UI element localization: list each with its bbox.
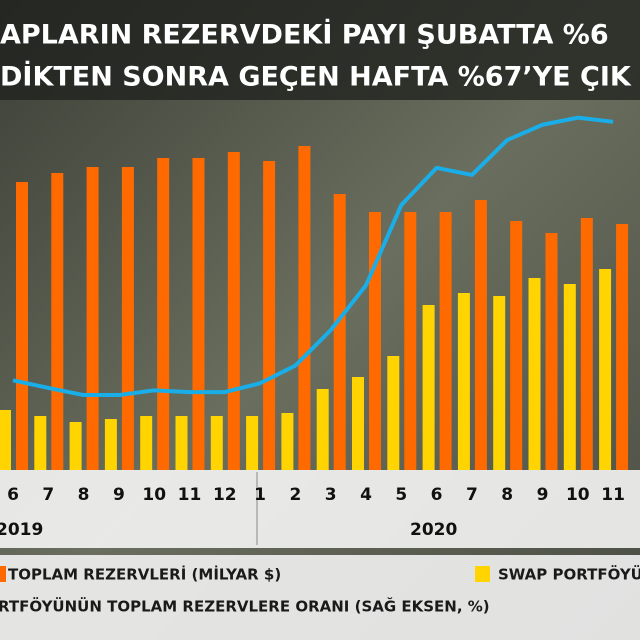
bar	[246, 416, 259, 470]
x-tick-label: 9	[537, 485, 549, 505]
bar	[104, 419, 117, 470]
x-tick-label: 4	[360, 485, 372, 505]
bar	[599, 269, 612, 470]
bar	[457, 293, 470, 470]
bar	[86, 167, 99, 470]
x-tick-label: 10	[142, 485, 166, 505]
bar	[616, 224, 629, 470]
bar	[528, 278, 541, 470]
bar	[16, 182, 28, 470]
bar	[175, 416, 188, 470]
x-tick-label: 11	[601, 485, 625, 505]
title-line: APLARIN REZERVDEKİ PAYI ŞUBATTA %6	[0, 19, 609, 51]
bar	[422, 305, 435, 470]
bar	[474, 200, 487, 470]
bar	[563, 284, 576, 470]
legend-band	[0, 555, 640, 640]
x-tick-label: 10	[566, 485, 590, 505]
legend-label: TOPLAM REZERVLERİ (MİLYAR $)	[8, 565, 281, 584]
bar	[157, 158, 170, 470]
x-tick-label: 6	[7, 485, 19, 505]
x-tick-label: 8	[501, 485, 513, 505]
bar	[439, 212, 452, 470]
bar	[352, 377, 364, 470]
legend-label: SWAP PORTFÖYÜ	[498, 565, 640, 584]
bar	[333, 194, 346, 470]
x-tick-label: 12	[213, 485, 237, 505]
x-tick-label: 8	[78, 485, 90, 505]
bar	[316, 389, 329, 470]
plot: 6 7 8 9 10 11 12 1 2 3 4 5 6 7 8 9 10 11	[0, 115, 629, 505]
bar	[192, 158, 205, 470]
ratio-line	[12, 115, 614, 398]
title-line: DİKTEN SONRA GEÇEN HAFTA %67’YE ÇIK	[0, 61, 632, 93]
bar	[545, 233, 558, 470]
year-label: 2020	[410, 520, 457, 540]
title-band	[0, 0, 640, 100]
bar	[34, 416, 47, 470]
x-tick-label: 6	[431, 485, 443, 505]
x-tick-label: 11	[178, 485, 202, 505]
x-tick-label: 2	[289, 485, 301, 505]
bar	[493, 296, 506, 470]
bar	[281, 413, 294, 470]
bar	[0, 410, 11, 470]
bar	[387, 356, 400, 470]
legend: TOPLAM REZERVLERİ (MİLYAR $) SWAP PORTFÖY…	[0, 565, 640, 616]
legend-swatch	[0, 566, 6, 582]
bar	[580, 218, 593, 470]
x-tick-label: 7	[466, 485, 478, 505]
bar	[121, 167, 134, 470]
legend-label: RTFÖYÜNÜN TOPLAM REZERVLERE ORANI (SAĞ E…	[0, 597, 490, 616]
bar	[404, 212, 417, 470]
x-tick-label: 9	[113, 485, 125, 505]
bar	[69, 422, 82, 470]
bar	[210, 416, 223, 470]
bar	[51, 173, 64, 470]
axis-band	[0, 470, 640, 548]
bar	[263, 161, 276, 470]
x-tick-label: 3	[325, 485, 337, 505]
x-tick-label: 7	[42, 485, 54, 505]
legend-swatch	[475, 566, 490, 582]
bar	[298, 146, 311, 470]
x-tick-label: 5	[395, 485, 407, 505]
year-label: 2019	[0, 520, 43, 540]
bar	[140, 416, 153, 470]
bar	[227, 152, 240, 470]
bar	[510, 221, 523, 470]
x-tick-label: 1	[254, 485, 266, 505]
